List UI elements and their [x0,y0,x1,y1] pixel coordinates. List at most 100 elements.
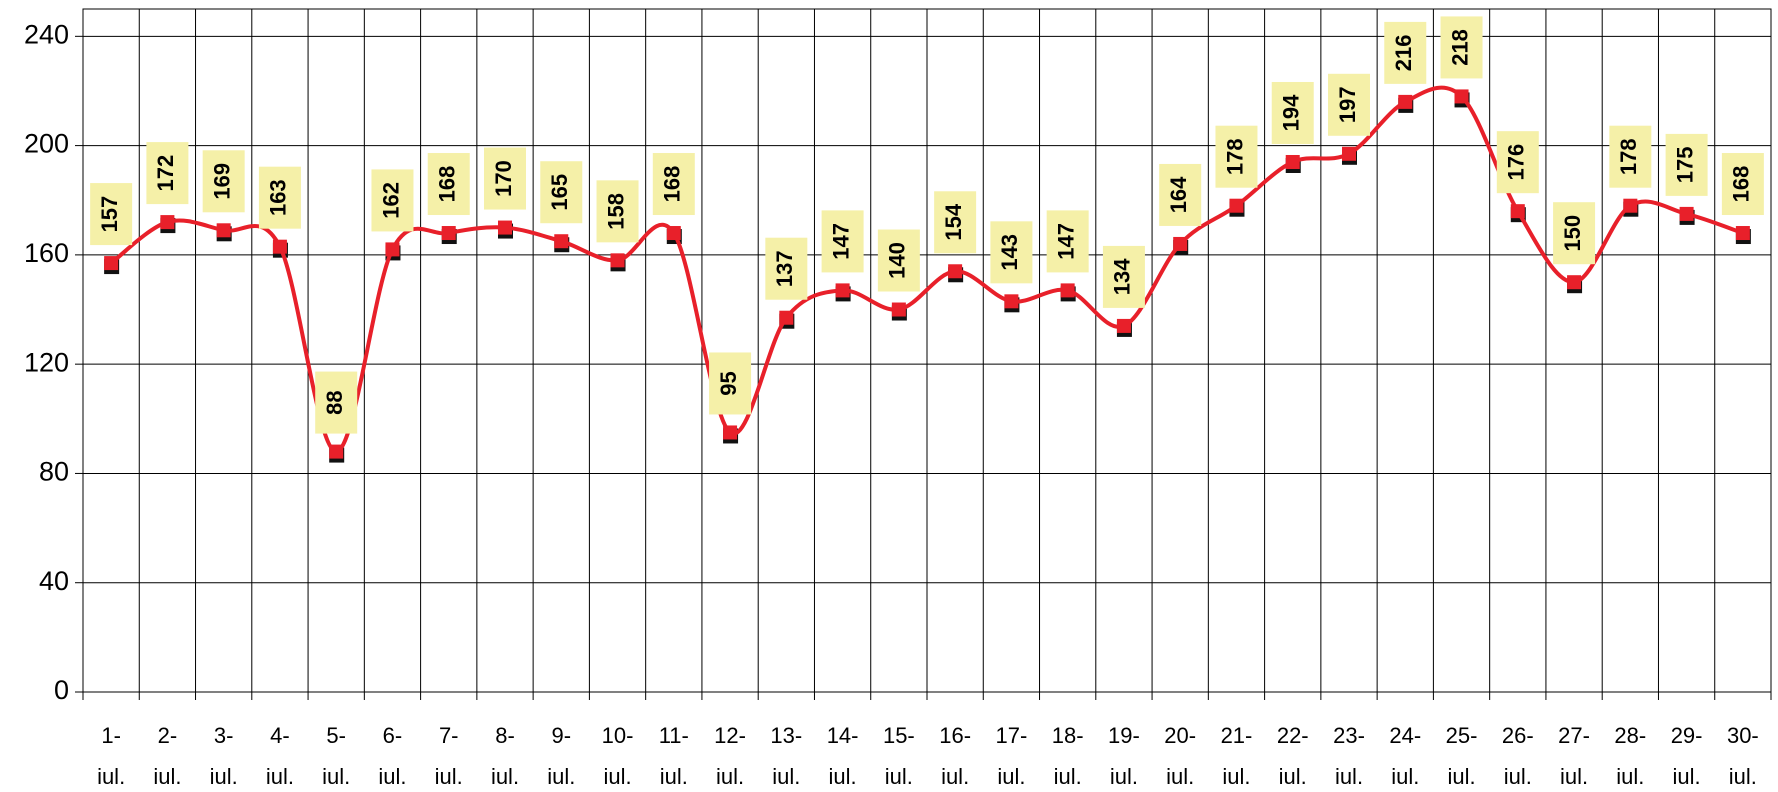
label-box [652,153,695,216]
label-box [1384,21,1427,84]
x-tick-label: 29-iul. [1671,723,1703,789]
marker [554,234,569,249]
x-tick-label: 10-iul. [602,723,634,789]
x-tick-label: 6-iul. [378,723,406,789]
x-tick-label: 2-iul. [153,723,181,789]
marker [329,444,344,459]
marker [1060,283,1075,298]
marker [1679,206,1694,221]
y-tick-label: 80 [39,457,69,487]
x-tick-label: 25-iul. [1446,723,1478,789]
x-tick-label: 20-iul. [1164,723,1196,789]
y-tick-label: 40 [39,566,69,596]
data-label: 95 [716,371,741,395]
marker [835,283,850,298]
marker [160,215,175,230]
marker [216,223,231,238]
marker [891,302,906,317]
data-label: 168 [435,166,460,203]
data-label: 88 [322,390,347,414]
y-tick-label: 120 [24,347,69,377]
marker [779,310,794,325]
label-box [258,166,301,229]
data-label: 147 [1053,223,1078,260]
label-box [1046,210,1089,273]
x-tick-label: 28-iul. [1614,723,1646,789]
data-label: 162 [378,182,403,219]
label-box [90,183,133,246]
data-label: 175 [1672,147,1697,184]
marker [1510,204,1525,219]
data-label: 165 [547,174,572,211]
data-label: 170 [491,160,516,197]
label-box [1159,163,1202,226]
x-tick-label: 3-iul. [210,723,238,789]
label-box [427,153,470,216]
data-label: 168 [660,166,685,203]
label-box [1496,131,1539,194]
marker [666,226,681,241]
data-label: 178 [1222,138,1247,175]
data-label: 216 [1391,35,1416,72]
data-label: 150 [1560,215,1585,252]
y-tick-label: 200 [24,129,69,159]
marker [1229,198,1244,213]
x-tick-label: 15-iul. [883,723,915,789]
data-label: 172 [153,155,178,192]
x-tick-label: 12-iul. [714,723,746,789]
data-label: 168 [1729,166,1754,203]
label-box [934,191,977,254]
x-tick-label: 18-iul. [1052,723,1084,789]
label-box [1721,153,1764,216]
data-label: 157 [97,196,122,233]
label-box [315,371,358,434]
data-label: 158 [603,193,628,230]
marker [723,425,738,440]
marker [1116,318,1131,333]
x-tick-label: 26-iul. [1502,723,1534,789]
label-box [1553,202,1596,265]
marker [610,253,625,268]
x-tick-label: 7-iul. [435,723,463,789]
x-tick-label: 22-iul. [1277,723,1309,789]
marker [498,220,512,235]
marker [948,264,963,279]
data-label: 164 [1166,176,1191,213]
label-box [1665,133,1708,196]
series-line [109,85,1744,454]
data-label: 218 [1447,29,1472,66]
data-label: 178 [1616,138,1641,175]
label-box [821,210,864,273]
x-tick-label: 16-iul. [939,723,971,789]
x-tick-label: 19-iul. [1108,723,1140,789]
label-box [1440,16,1483,79]
data-label: 140 [885,242,910,279]
label-box [1215,125,1258,188]
marker [1398,94,1413,109]
marker [1567,275,1582,290]
data-label: 169 [209,163,234,200]
label-box [990,221,1033,284]
marker [1735,226,1750,241]
label-box [371,169,414,232]
marker [1623,198,1638,213]
label-box [1609,125,1652,188]
label-box [877,229,920,292]
x-tick-label: 4-iul. [266,723,294,789]
data-label: 147 [828,223,853,260]
label-box [1271,81,1314,144]
x-tick-label: 23-iul. [1333,723,1365,789]
x-tick-label: 1-iul. [97,723,125,789]
marker [272,239,287,254]
marker [385,242,400,257]
y-tick-label: 240 [24,19,69,49]
marker [1454,89,1469,104]
data-label: 154 [941,203,966,240]
label-box [596,180,639,243]
marker [1173,236,1188,251]
marker [1342,146,1356,161]
x-tick-label: 27-iul. [1558,723,1590,789]
data-label: 137 [772,250,797,287]
marker [104,256,119,271]
